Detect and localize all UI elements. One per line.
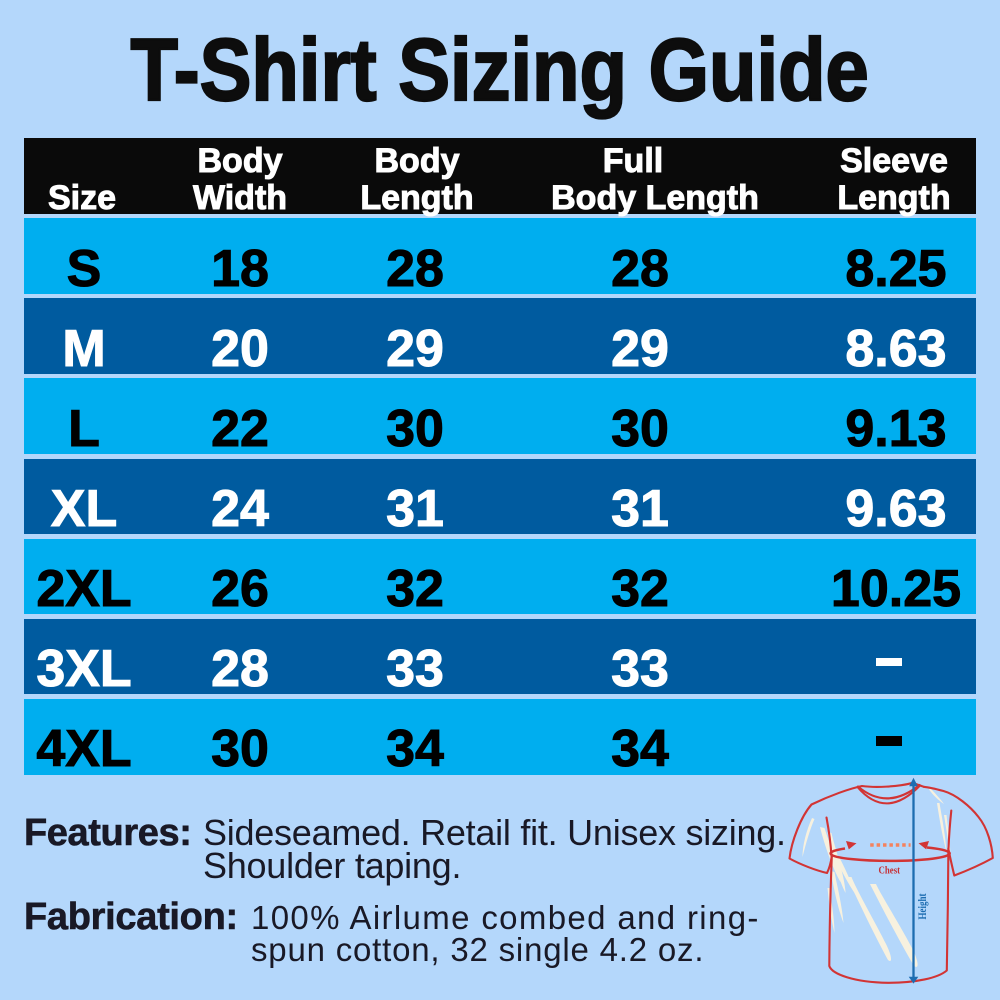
svg-text:Height: Height xyxy=(917,893,929,919)
svg-text:Chest: Chest xyxy=(879,866,901,877)
